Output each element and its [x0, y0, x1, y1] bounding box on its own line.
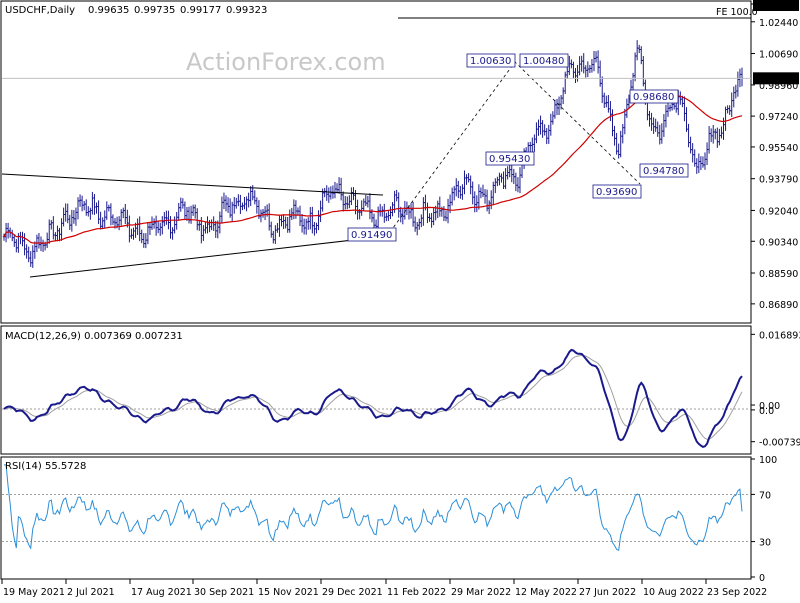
annotation-0.94780: 0.94780: [639, 163, 689, 178]
rsi-tick-label: 0: [759, 573, 765, 584]
rsi-line: [4, 464, 743, 552]
rsi-layer: [2, 464, 751, 552]
ohlc-high: 0.99735: [134, 5, 175, 16]
annotation-box: [639, 163, 689, 178]
fe-price-badge-bg: [753, 0, 799, 11]
triangle-upper-line: [1, 173, 384, 196]
annotation-text: 1.00630: [470, 56, 511, 67]
annotation-box: [466, 53, 516, 68]
triangle-lower-line: [29, 235, 389, 278]
price-tick-label: 0.86890: [759, 300, 798, 311]
price-tick-label: 0.98960: [759, 81, 798, 92]
annotation-0.91490: 0.91490: [347, 227, 397, 242]
macd-line: [3, 348, 743, 448]
annotation-text: 1.00480: [523, 56, 564, 67]
x-tick-label: 11 Feb 2022: [387, 587, 446, 598]
annotation-box: [592, 184, 642, 199]
price-tick-label: 1.02440: [759, 18, 798, 29]
price-tick-label: 0.97240: [759, 112, 798, 123]
price-tick-label: 0.88590: [759, 269, 798, 280]
x-tick-label: 15 Nov 2021: [258, 587, 319, 598]
x-tick-label: 29 Dec 2021: [322, 587, 383, 598]
rsi-tick-label: 30: [759, 538, 771, 549]
x-tick-label: 29 Mar 2022: [451, 587, 511, 598]
watermark: ActionForex.com: [186, 48, 386, 76]
price-tick-label: 0.92040: [759, 206, 798, 217]
annotation-0.93690: 0.93690: [592, 184, 642, 199]
ohlc-bars: [2, 40, 744, 268]
macd-tick-label: 0.0: [759, 406, 774, 417]
last-price-badge: 0.99323: [753, 72, 799, 85]
macd-title: MACD(12,26,9) 0.007369 0.007231: [5, 331, 183, 342]
annotation-box: [629, 89, 679, 104]
x-tick-label: 10 Aug 2022: [643, 587, 704, 598]
annotation-text: 0.91490: [351, 230, 392, 241]
annotation-box: [347, 227, 397, 242]
ohlc-close: 0.99323: [226, 5, 267, 16]
price-tick-label: 0.95540: [759, 143, 798, 154]
x-tick-label: 30 Sep 2021: [194, 587, 254, 598]
fe-label: FE 100.0: [716, 7, 758, 18]
annotation-text: 0.95430: [489, 154, 530, 165]
annotation-box: [519, 53, 569, 68]
macd-tick-label: 0.00: [759, 401, 780, 412]
annotation-1.00630: 1.00630: [466, 53, 516, 68]
annotation-box: [485, 151, 535, 166]
x-tick-label: 12 May 2022: [515, 587, 577, 598]
x-tick-label: 27 Jun 2022: [579, 587, 636, 598]
annotation-0.98680: 0.98680: [629, 89, 679, 104]
annotation-1.00480: 1.00480: [519, 53, 569, 68]
annotation-text: 0.93690: [596, 187, 637, 198]
ohlc-low: 0.99177: [180, 5, 221, 16]
last-price-badge-text: 0.99323: [757, 74, 796, 85]
ohlc-open: 0.99635: [88, 5, 129, 16]
rsi-tick-label: 70: [759, 490, 771, 501]
fe-price-badge: 1.03420: [753, 0, 799, 12]
annotation-text: 0.94780: [643, 166, 684, 177]
annotation-text: 0.98680: [633, 92, 674, 103]
x-tick-label: 17 Aug 2021: [131, 587, 192, 598]
price-panel: [0, 0, 752, 324]
annotation-0.95430: 0.95430: [485, 151, 535, 166]
x-tick-label: 19 May 2021: [3, 587, 65, 598]
last-price-badge-bg: [753, 72, 799, 85]
rsi-panel: [0, 456, 752, 580]
moving-average-line: [3, 94, 743, 244]
price-tick-label: 0.90340: [759, 237, 798, 248]
price-title: USDCHF,Daily 0.99635 0.99735 0.99177 0.9…: [5, 5, 267, 16]
price-tick-label: 0.93790: [759, 175, 798, 186]
x-tick-label: 23 Sep 2022: [707, 587, 767, 598]
macd-tick-label: -0.007393: [759, 438, 800, 449]
price-layer: FE 100.0 1.00630 1.00480 0.98680 0.95430 0.94…: [1, 7, 758, 278]
macd-tick-label: 0.016893: [759, 330, 800, 341]
price-tick-label: 1.00690: [759, 50, 798, 61]
rsi-title: RSI(14) 55.5728: [5, 461, 86, 472]
rsi-tick-label: 100: [759, 455, 777, 466]
x-tick-label: 2 Jul 2021: [67, 587, 115, 598]
symbol-label: USDCHF,Daily: [5, 5, 75, 16]
macd-signal-line: [3, 354, 743, 440]
macd-layer: [2, 348, 751, 448]
fe-price-badge-text: 1.03420: [757, 1, 796, 12]
